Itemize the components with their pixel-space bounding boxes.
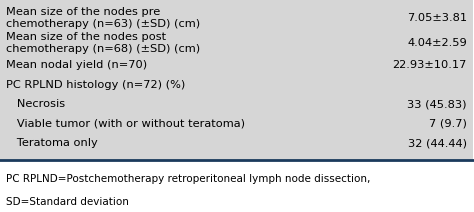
Text: Teratoma only: Teratoma only (6, 138, 98, 148)
Text: 7.05±3.81: 7.05±3.81 (407, 13, 467, 23)
Text: 22.93±10.17: 22.93±10.17 (392, 60, 467, 70)
Text: Viable tumor (with or without teratoma): Viable tumor (with or without teratoma) (6, 119, 245, 129)
FancyBboxPatch shape (0, 0, 473, 160)
Text: 4.04±2.59: 4.04±2.59 (407, 38, 467, 48)
Text: Necrosis: Necrosis (6, 99, 65, 109)
Text: PC RPLND histology (n=72) (%): PC RPLND histology (n=72) (%) (6, 80, 185, 90)
Text: 7 (9.7): 7 (9.7) (429, 119, 467, 129)
Text: SD=Standard deviation: SD=Standard deviation (6, 197, 128, 208)
Text: 32 (44.44): 32 (44.44) (408, 138, 467, 148)
Text: Mean size of the nodes pre
chemotherapy (n=63) (±SD) (cm): Mean size of the nodes pre chemotherapy … (6, 7, 200, 29)
Text: PC RPLND=Postchemotherapy retroperitoneal lymph node dissection,: PC RPLND=Postchemotherapy retroperitonea… (6, 174, 370, 184)
Text: Mean size of the nodes post
chemotherapy (n=68) (±SD) (cm): Mean size of the nodes post chemotherapy… (6, 32, 200, 54)
Text: Mean nodal yield (n=70): Mean nodal yield (n=70) (6, 60, 147, 70)
Text: 33 (45.83): 33 (45.83) (407, 99, 467, 109)
